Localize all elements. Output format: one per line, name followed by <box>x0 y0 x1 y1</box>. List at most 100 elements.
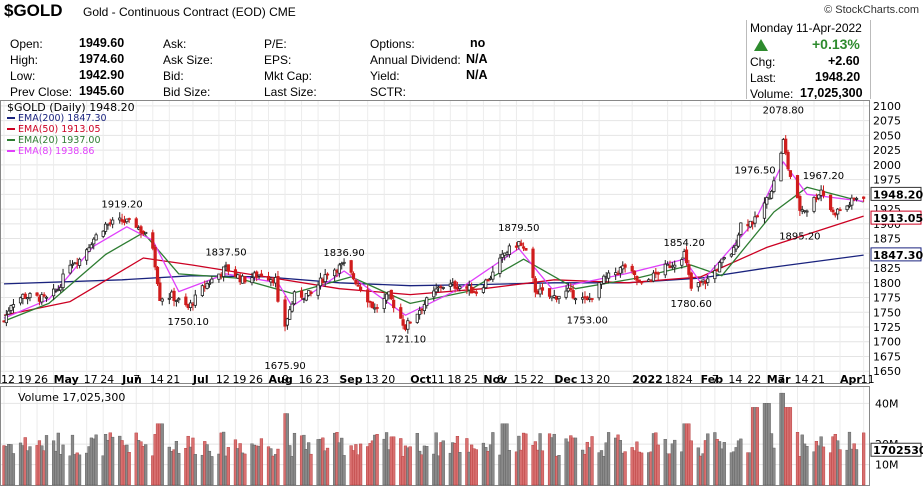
candle-body <box>292 291 297 305</box>
symbol-title: $GOLD <box>4 1 63 20</box>
date-tick-label: 14 <box>795 373 809 386</box>
volume-bar <box>408 446 412 486</box>
date-tick-label: 7 <box>778 373 785 386</box>
candle-body <box>94 234 98 241</box>
candle-body <box>514 245 519 248</box>
candle-body <box>325 273 330 276</box>
candle-body <box>422 304 426 312</box>
legend-entry: EMA(8) 1938.86 <box>18 146 94 157</box>
price-candles <box>2 135 866 334</box>
price-tag-text: 1847.30 <box>873 249 923 262</box>
price-annotation: 1837.50 <box>205 248 246 259</box>
candle-body <box>684 249 689 264</box>
candle-body <box>524 248 528 251</box>
candle-body <box>663 263 667 276</box>
price-tag-box <box>870 186 922 201</box>
price-tick-label: 2050 <box>873 129 901 142</box>
volume-bar <box>606 432 611 486</box>
candle-body <box>836 208 840 215</box>
volume-bar <box>838 449 842 486</box>
date-tick-label: Feb <box>701 373 724 386</box>
candle-body <box>172 290 176 301</box>
volume-bar <box>359 443 363 486</box>
volume-bars <box>2 392 866 486</box>
volume-bar <box>292 432 297 486</box>
candle-body <box>831 209 835 213</box>
candle-body <box>366 289 370 303</box>
candle-body <box>729 253 733 257</box>
candle-body <box>713 270 717 280</box>
candle-body <box>519 242 523 246</box>
candle-body <box>87 247 91 252</box>
candle-body <box>101 230 105 237</box>
candle-body <box>59 287 63 291</box>
volume-bar <box>755 407 759 486</box>
price-tick-label: 2000 <box>873 159 901 172</box>
candle-body <box>772 180 776 192</box>
price-tick-label: 1725 <box>873 321 901 334</box>
candle-body <box>205 283 209 289</box>
candle-body <box>68 264 72 274</box>
price-axis: 1650167517001725175017751800182518501875… <box>873 100 901 472</box>
candle-body <box>85 249 89 261</box>
candle-body <box>765 197 769 205</box>
date-tick-label: 18 <box>665 373 679 386</box>
candle-body <box>540 287 545 291</box>
volume-label: Volume: <box>750 87 794 101</box>
date-tick-label: 11 <box>431 373 445 386</box>
date-tick-label: 22 <box>747 373 761 386</box>
candle-body <box>616 273 620 275</box>
volume-bar <box>739 438 743 486</box>
date-tick-label: 7 <box>712 373 719 386</box>
candle-body <box>259 273 264 277</box>
candle-body <box>35 292 39 296</box>
exchange-text: CME <box>269 5 296 19</box>
candle-body <box>342 261 346 264</box>
candle-body <box>276 276 280 302</box>
volume-tick-label: 40M <box>875 397 899 410</box>
candle-body <box>630 265 634 272</box>
candle-body <box>533 278 537 293</box>
volume-bar <box>640 452 644 486</box>
candle-body <box>557 295 561 300</box>
date-tick-label: 24 <box>679 373 693 386</box>
price-tick-label: 2025 <box>873 144 901 157</box>
candle-body <box>356 284 360 287</box>
candle-body <box>640 281 644 284</box>
date-tick-label: Mar <box>767 373 791 386</box>
volume-bar <box>94 434 98 486</box>
candle-body <box>706 278 710 283</box>
candle-body <box>484 279 488 289</box>
candle-body <box>384 293 389 301</box>
candle-body <box>590 298 594 300</box>
volume-bar <box>392 436 396 486</box>
date-tick-label: 19 <box>18 373 32 386</box>
ema50-line <box>3 215 864 316</box>
candle-body <box>7 310 11 315</box>
candle-body <box>717 262 722 273</box>
price-annotation: 1750.10 <box>168 317 209 328</box>
price-panel-frame <box>0 100 870 384</box>
volume-bar <box>507 450 511 486</box>
date-tick-label: Nov <box>483 373 508 386</box>
candle-body <box>28 293 32 299</box>
date-tick-label: 12 <box>1 373 15 386</box>
candle-body <box>61 273 65 288</box>
volume-bar <box>706 433 710 486</box>
volume-bar <box>28 446 32 486</box>
date-tick-label: 21 <box>166 373 180 386</box>
candle-body <box>606 272 611 279</box>
candle-body <box>531 248 535 279</box>
price-annotation: 1721.10 <box>385 334 426 345</box>
candle-body <box>77 258 82 266</box>
candle-body <box>623 264 627 268</box>
candle-body <box>155 266 160 285</box>
price-tick-label: 1700 <box>873 336 901 349</box>
eps-label: EPS: <box>264 53 292 67</box>
candle-body <box>418 310 422 315</box>
legend-entry: EMA(50) 1913.05 <box>18 124 101 135</box>
candle-body <box>862 196 866 199</box>
price-tag-box <box>870 442 922 457</box>
candle-body <box>788 170 793 177</box>
up-arrow-icon <box>754 39 768 51</box>
